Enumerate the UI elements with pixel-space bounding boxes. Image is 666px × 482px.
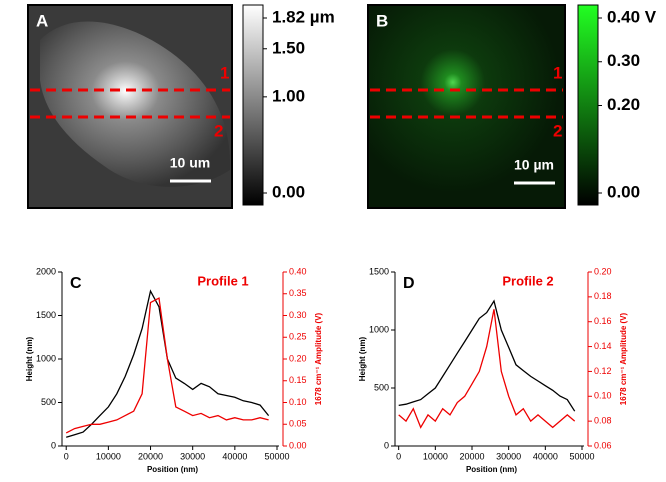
scale-bar-label: 10 µm (514, 157, 554, 173)
colorbar-label: 1.00 (272, 86, 305, 105)
y-axis-label: Height (nm) (25, 336, 34, 381)
y2-tick-label: 0.10 (289, 397, 307, 407)
x-tick-label: 20000 (138, 451, 163, 461)
line-label: 1 (553, 63, 562, 82)
series-line (398, 309, 576, 429)
y-tick-label: 0 (51, 440, 56, 450)
chart-title: Profile 2 (502, 273, 553, 288)
colorbar-label: 1.82 µm (272, 7, 335, 26)
x-tick-label: 30000 (496, 451, 521, 461)
y2-tick-label: 0.10 (594, 391, 612, 401)
colorbar-label: 1.50 (272, 38, 305, 57)
y-tick-label: 1500 (36, 310, 56, 320)
colorbar (242, 4, 264, 206)
y2-axis-label: 1678 cm⁻¹ Amplitude (V) (314, 312, 323, 405)
image-a (27, 4, 233, 209)
y-tick-label: 1000 (369, 324, 389, 334)
y-tick-label: 500 (41, 397, 56, 407)
y2-tick-label: 0.25 (289, 332, 307, 342)
x-tick-label: 50000 (569, 451, 594, 461)
colorbar-label: 0.00 (607, 182, 640, 201)
x-tick-label: 20000 (459, 451, 484, 461)
panel-label: C (70, 275, 82, 292)
x-tick-label: 30000 (180, 451, 205, 461)
series-line (398, 299, 576, 412)
line-label: 2 (553, 121, 562, 140)
y2-tick-label: 0.14 (594, 341, 612, 351)
y2-tick-label: 0.15 (289, 375, 307, 385)
chart-title: Profile 1 (197, 273, 248, 288)
y2-axis-label: 1678 cm⁻¹ Amplitude (V) (619, 312, 628, 405)
y2-tick-label: 0.18 (594, 291, 612, 301)
panel-label: D (403, 275, 415, 292)
line-label: 2 (214, 121, 223, 140)
x-axis-label: Position (nm) (466, 465, 517, 474)
y-tick-label: 500 (374, 382, 389, 392)
y-tick-label: 1500 (369, 266, 389, 276)
y2-tick-label: 0.30 (289, 310, 307, 320)
x-tick-label: 10000 (423, 451, 448, 461)
y2-tick-label: 0.35 (289, 288, 307, 298)
colorbar-label: 0.00 (272, 182, 305, 201)
y2-tick-label: 0.12 (594, 366, 612, 376)
y2-tick-label: 0.20 (289, 353, 307, 363)
x-axis-label: Position (nm) (147, 465, 198, 474)
panel-label: A (36, 11, 48, 30)
panel-label: B (376, 11, 388, 30)
y2-tick-label: 0.08 (594, 416, 612, 426)
series-line (65, 297, 269, 434)
y-tick-label: 0 (384, 440, 389, 450)
scale-bar-label: 10 um (170, 155, 210, 171)
y2-tick-label: 0.06 (594, 440, 612, 450)
colorbar-label: 0.20 (607, 95, 640, 114)
colorbar (577, 4, 599, 206)
x-tick-label: 40000 (533, 451, 558, 461)
y-tick-label: 1000 (36, 353, 56, 363)
y2-tick-label: 0.16 (594, 316, 612, 326)
y-tick-label: 2000 (36, 266, 56, 276)
y2-tick-label: 0.40 (289, 266, 307, 276)
line-label: 1 (220, 63, 229, 82)
x-tick-label: 0 (396, 451, 401, 461)
series-line (66, 289, 270, 438)
y2-tick-label: 0.05 (289, 419, 307, 429)
y2-tick-label: 0.00 (289, 440, 307, 450)
image-b (367, 4, 566, 209)
colorbar-label: 0.30 (607, 51, 640, 70)
y-axis-label: Height (nm) (358, 336, 367, 381)
colorbar-label: 0.40 V (607, 7, 657, 26)
x-tick-label: 50000 (264, 451, 289, 461)
x-tick-label: 10000 (96, 451, 121, 461)
x-tick-label: 0 (64, 451, 69, 461)
y2-tick-label: 0.20 (594, 266, 612, 276)
x-tick-label: 40000 (222, 451, 247, 461)
